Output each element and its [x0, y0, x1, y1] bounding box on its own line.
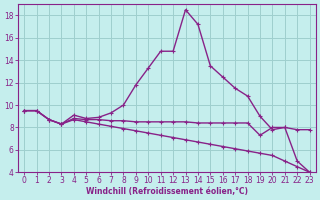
X-axis label: Windchill (Refroidissement éolien,°C): Windchill (Refroidissement éolien,°C) [86, 187, 248, 196]
